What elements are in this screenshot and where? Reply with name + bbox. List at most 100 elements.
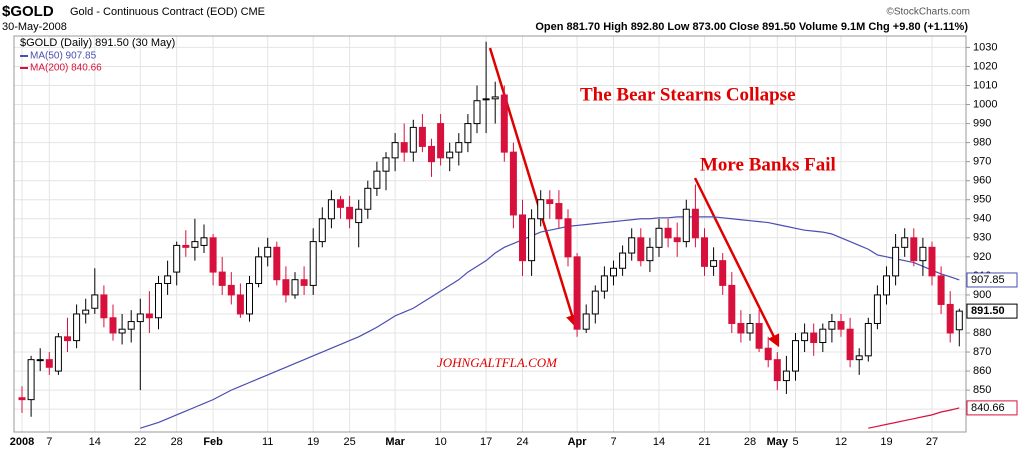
candle-body bbox=[209, 237, 217, 273]
candle-body bbox=[45, 359, 53, 368]
candle-body bbox=[91, 294, 99, 309]
candle-body bbox=[255, 256, 263, 285]
candle-body bbox=[837, 321, 845, 330]
x-tick-label: 19 bbox=[307, 436, 319, 448]
candle-body bbox=[582, 313, 590, 330]
legend-entry: MA(50) 907.85 bbox=[30, 51, 97, 62]
y-tick-label: 930 bbox=[973, 232, 991, 244]
candle-body bbox=[828, 321, 836, 330]
candle-body bbox=[273, 246, 281, 281]
candle-body bbox=[437, 123, 445, 159]
credit: ©StockCharts.com bbox=[886, 7, 970, 18]
candle-body bbox=[937, 275, 945, 305]
y-tick-label: 1000 bbox=[973, 98, 997, 110]
candle-body bbox=[519, 214, 526, 262]
chart-title: $GOLD bbox=[2, 3, 54, 20]
quote: Open 881.70 High 892.80 Low 873.00 Close… bbox=[535, 21, 968, 33]
candle-body bbox=[36, 359, 44, 362]
candle-body bbox=[355, 208, 363, 224]
end-label: 840.66 bbox=[971, 402, 1005, 414]
candle-body bbox=[792, 340, 799, 372]
y-tick-label: 880 bbox=[973, 327, 991, 339]
candle-body bbox=[591, 290, 599, 315]
candle-body bbox=[54, 336, 62, 372]
candle-body bbox=[18, 397, 26, 401]
x-tick-label: 21 bbox=[698, 436, 710, 448]
arrow bbox=[488, 47, 579, 328]
candle-body bbox=[173, 244, 181, 273]
candle-body bbox=[73, 313, 81, 342]
x-tick-label: 28 bbox=[171, 436, 183, 448]
candle-body bbox=[318, 218, 326, 243]
candle-body bbox=[327, 199, 335, 220]
y-tick-label: 1020 bbox=[973, 60, 997, 72]
x-tick-label: May bbox=[767, 436, 789, 448]
candle-body bbox=[118, 328, 126, 334]
close-label: 891.50 bbox=[971, 305, 1005, 317]
end-label: 907.85 bbox=[971, 274, 1005, 286]
candle-body bbox=[537, 199, 545, 220]
candle-body bbox=[136, 313, 144, 323]
candle-body bbox=[673, 237, 681, 243]
candle-body bbox=[464, 123, 472, 144]
x-tick-label: 27 bbox=[926, 436, 938, 448]
candle-body bbox=[682, 208, 690, 243]
candle-body bbox=[764, 347, 772, 361]
candle-body bbox=[400, 142, 408, 153]
x-tick-label: 7 bbox=[46, 436, 52, 448]
x-tick-label: 10 bbox=[434, 436, 446, 448]
candle-body bbox=[291, 279, 299, 296]
candle-body bbox=[637, 237, 645, 262]
candle-body bbox=[919, 246, 927, 262]
candle-body bbox=[619, 252, 627, 269]
x-tick-label: 14 bbox=[653, 436, 665, 448]
candle-body bbox=[810, 332, 818, 344]
y-tick-label: 920 bbox=[973, 251, 991, 263]
candle-body bbox=[646, 246, 654, 262]
candle-body bbox=[883, 275, 890, 296]
candle-body bbox=[182, 244, 190, 248]
candle-body bbox=[446, 151, 454, 159]
candle-body bbox=[846, 328, 854, 361]
y-tick-label: 990 bbox=[973, 117, 991, 129]
x-tick-label: 12 bbox=[835, 436, 847, 448]
x-tick-label: 22 bbox=[134, 436, 146, 448]
x-tick-label: 7 bbox=[610, 436, 616, 448]
candle-body bbox=[573, 256, 581, 330]
candle-body bbox=[901, 237, 909, 248]
candle-body bbox=[227, 284, 235, 296]
end-label-box bbox=[966, 400, 1018, 416]
candle-body bbox=[391, 142, 399, 159]
watermark: JOHNGALTFLA.COM bbox=[437, 355, 558, 370]
ma-line bbox=[868, 407, 960, 429]
x-tick-label: 17 bbox=[480, 436, 492, 448]
candle-body bbox=[100, 294, 108, 319]
plot-frame bbox=[13, 35, 967, 433]
candle-body bbox=[701, 237, 708, 267]
candle-body bbox=[491, 96, 499, 100]
candle-body bbox=[300, 279, 308, 286]
candle-body bbox=[664, 227, 672, 239]
legend-entry: MA(200) 840.66 bbox=[30, 63, 102, 74]
candle-body bbox=[364, 187, 372, 210]
candle-body bbox=[200, 237, 208, 246]
candle-body bbox=[528, 218, 536, 262]
x-tick-label: 5 bbox=[792, 436, 798, 448]
y-tick-label: 950 bbox=[973, 194, 991, 206]
candle-body bbox=[946, 303, 954, 334]
y-tick-label: 940 bbox=[973, 213, 991, 225]
candle-body bbox=[855, 355, 863, 361]
x-tick-label: Mar bbox=[385, 436, 405, 448]
candle-body bbox=[710, 260, 718, 267]
candle-body bbox=[928, 246, 936, 277]
y-tick-label: 900 bbox=[973, 289, 991, 301]
close-label-box bbox=[966, 303, 1018, 319]
candle-body bbox=[546, 199, 554, 205]
chart-subtitle: Gold - Continuous Contract (EOD) CME bbox=[70, 6, 265, 18]
candle-body bbox=[600, 275, 608, 292]
arrow bbox=[693, 177, 780, 348]
y-tick-label: 1010 bbox=[973, 79, 997, 91]
date-label: 30-May-2008 bbox=[2, 21, 67, 33]
candle-body bbox=[873, 294, 881, 324]
